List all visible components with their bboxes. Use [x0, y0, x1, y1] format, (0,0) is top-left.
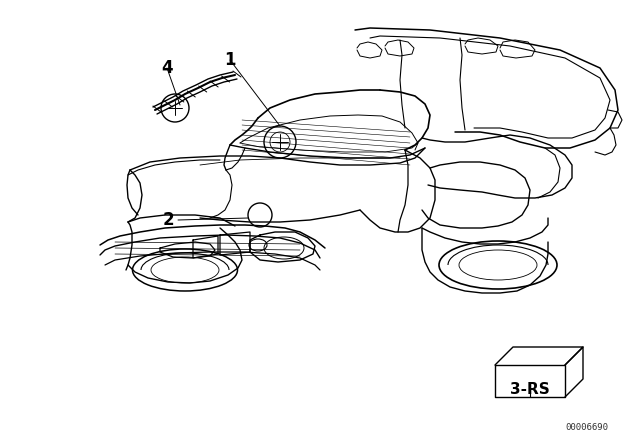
Text: 2: 2: [162, 211, 174, 229]
Text: 1: 1: [224, 51, 236, 69]
Text: 3-RS: 3-RS: [510, 383, 550, 397]
Text: 4: 4: [161, 59, 173, 77]
Text: 00006690: 00006690: [565, 423, 608, 432]
